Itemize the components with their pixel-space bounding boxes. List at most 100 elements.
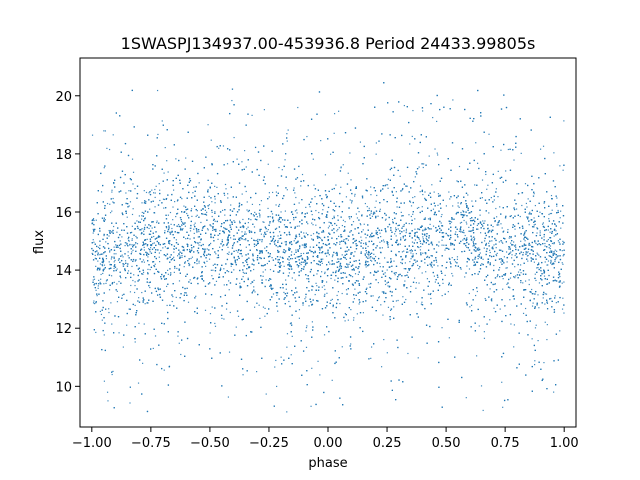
data-point (379, 232, 381, 234)
data-point (268, 196, 270, 198)
data-point (288, 259, 290, 261)
data-point (466, 246, 468, 248)
data-point (207, 124, 209, 126)
data-point (555, 230, 557, 232)
data-point (436, 152, 438, 154)
data-point (245, 238, 247, 240)
data-point (247, 222, 249, 224)
data-point (418, 238, 420, 240)
data-point (315, 282, 317, 284)
data-point (556, 256, 558, 258)
data-point (460, 221, 463, 224)
data-point (545, 293, 548, 295)
data-point (102, 272, 104, 275)
data-point (395, 191, 397, 193)
data-point (546, 338, 548, 341)
data-point (556, 197, 558, 199)
data-point (356, 244, 359, 246)
data-point (246, 228, 248, 230)
data-point (533, 261, 535, 263)
data-point (437, 229, 439, 231)
data-point (163, 207, 165, 209)
data-point (449, 220, 451, 223)
data-point (406, 185, 408, 187)
data-point (354, 273, 357, 275)
data-point (137, 382, 140, 384)
data-point (293, 240, 295, 242)
data-point (130, 284, 132, 287)
data-point (230, 237, 232, 239)
data-point (177, 223, 180, 226)
data-point (543, 275, 546, 277)
data-point (531, 305, 534, 307)
data-point (253, 286, 255, 288)
data-point (459, 222, 462, 224)
data-point (277, 219, 279, 221)
data-point (478, 325, 480, 327)
data-point (528, 220, 530, 222)
data-point (156, 220, 158, 222)
data-point (542, 222, 544, 224)
data-point (214, 198, 216, 200)
data-point (412, 253, 414, 255)
data-point (370, 186, 372, 188)
data-point (440, 215, 442, 218)
data-point (335, 252, 337, 254)
data-point (418, 166, 420, 168)
data-point (450, 221, 453, 223)
data-point (562, 169, 564, 171)
data-point (352, 221, 355, 223)
data-point (244, 231, 246, 233)
data-point (211, 275, 213, 277)
data-point (403, 250, 405, 252)
data-point (128, 308, 130, 310)
data-point (96, 295, 98, 297)
data-point (481, 197, 483, 199)
data-point (467, 194, 469, 196)
data-point (134, 244, 136, 246)
data-point (339, 258, 341, 260)
data-point (548, 213, 550, 216)
data-point (381, 291, 383, 293)
data-point (468, 292, 470, 295)
data-point (340, 186, 342, 188)
data-point (551, 209, 553, 211)
data-point (374, 255, 377, 258)
data-point (434, 281, 436, 283)
data-point (267, 163, 269, 165)
data-point (386, 269, 388, 271)
data-point (208, 244, 210, 247)
data-point (418, 282, 420, 284)
data-point (312, 233, 315, 235)
data-point (151, 189, 153, 191)
data-point (441, 213, 443, 216)
data-point (271, 213, 274, 215)
data-point (322, 209, 324, 211)
data-point (419, 191, 421, 193)
data-point (99, 254, 101, 256)
data-point (496, 252, 498, 255)
data-point (218, 273, 220, 275)
data-point (533, 226, 535, 228)
data-point (489, 288, 491, 290)
data-point (198, 262, 200, 264)
data-point (403, 223, 405, 226)
data-point (228, 253, 230, 255)
data-point (182, 228, 184, 230)
data-point (193, 224, 195, 226)
data-point (526, 206, 528, 208)
data-point (231, 99, 233, 102)
data-point (347, 319, 349, 321)
data-point (373, 253, 375, 255)
data-point (469, 306, 471, 308)
data-point (158, 252, 160, 254)
data-point (416, 235, 418, 237)
data-point (100, 191, 103, 193)
data-point (95, 219, 97, 221)
data-point (410, 249, 413, 251)
data-point (223, 230, 225, 232)
data-point (515, 208, 518, 210)
data-point (509, 287, 511, 289)
data-point (335, 224, 338, 226)
data-point (534, 223, 536, 225)
